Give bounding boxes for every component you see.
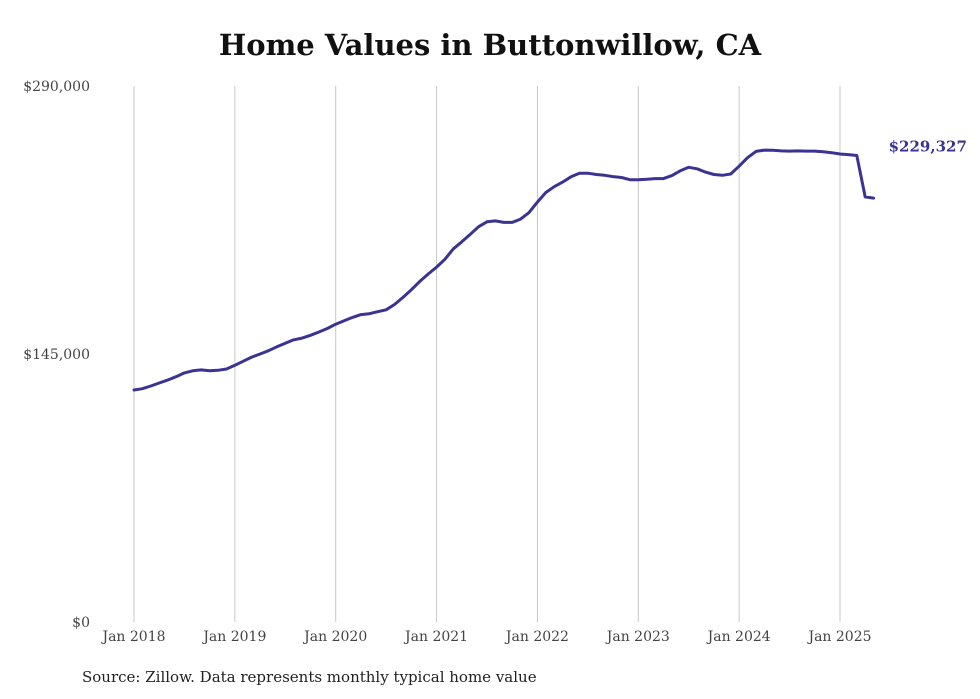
y-tick-label: $145,000 [23,347,90,363]
y-tick-label: $0 [72,615,90,631]
x-axis-tick-labels: Jan 2018 Jan 2019 Jan 2020 Jan 2021 Jan 2022… [100,629,871,645]
y-axis-tick-labels: $290,000 $145,000 $0 [23,79,90,631]
x-grid [133,86,841,622]
y-tick-label: $290,000 [23,79,90,95]
x-tick-label: Jan 2018 [100,629,165,645]
home-value-line [132,148,876,392]
latest-value-label: $229,327 [889,138,967,156]
x-tick-label: Jan 2023 [605,629,670,645]
x-tick-label: Jan 2024 [706,629,771,645]
chart-title: Home Values in Buttonwillow, CA [218,28,762,62]
x-tick-label: Jan 2019 [201,629,266,645]
source-note: Source: Zillow. Data represents monthly … [82,668,537,686]
x-tick-label: Jan 2021 [403,629,468,645]
x-tick-label: Jan 2025 [806,629,871,645]
x-tick-label: Jan 2022 [504,629,569,645]
x-tick-label: Jan 2020 [302,629,367,645]
